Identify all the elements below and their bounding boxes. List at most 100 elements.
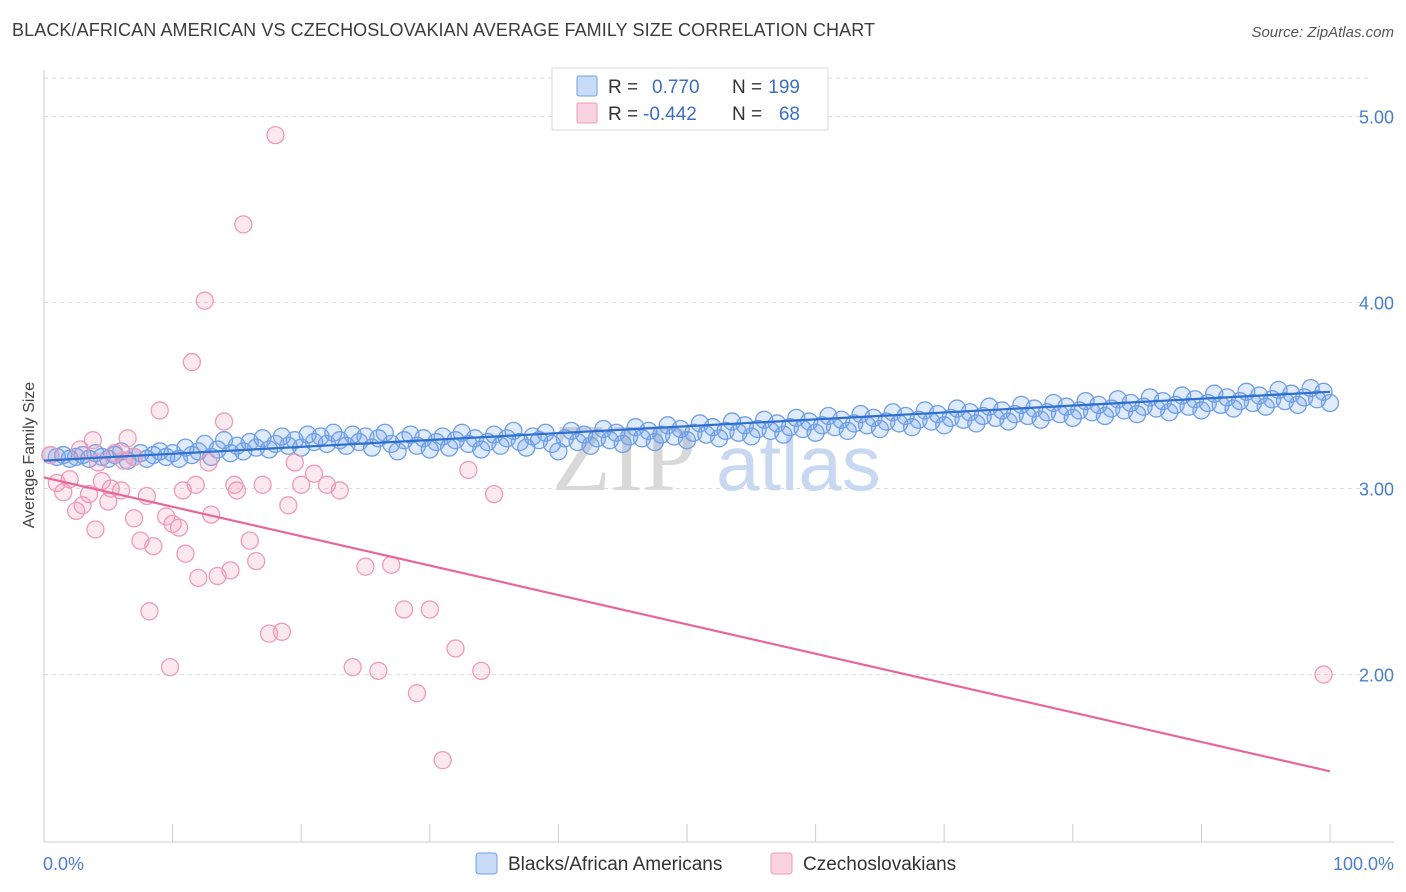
legend-swatch-pink	[576, 102, 598, 124]
point-0-67	[472, 440, 491, 459]
point-0-179	[1192, 401, 1211, 420]
point-1-30	[234, 215, 253, 234]
point-1-16	[144, 537, 163, 556]
point-1-33	[253, 475, 272, 494]
point-1-48	[407, 684, 427, 703]
point-0-109	[742, 427, 761, 446]
point-0-149	[999, 412, 1018, 431]
point-1-5	[73, 496, 92, 515]
point-1-20	[169, 518, 189, 537]
point-0-199	[1320, 393, 1340, 413]
point-1-31	[240, 531, 259, 550]
point-1-7	[86, 520, 105, 539]
point-1-63	[114, 451, 133, 470]
series-czech-points	[41, 125, 1333, 770]
legend-n-value-2: 68	[779, 104, 800, 125]
point-1-62	[83, 431, 103, 450]
point-0-54	[388, 442, 407, 461]
series-legend-swatch-pink	[770, 852, 793, 875]
axes	[43, 70, 1394, 843]
point-1-23	[189, 568, 208, 587]
watermark: ZIP atlas	[552, 404, 881, 511]
point-0-139	[935, 416, 954, 435]
legend-swatch-blue	[576, 75, 598, 97]
y-tick-label-1: 3.00	[1359, 480, 1394, 500]
point-1-51	[446, 639, 465, 658]
point-0-169	[1127, 404, 1147, 424]
point-0-44	[324, 423, 343, 442]
point-0-129	[870, 419, 890, 439]
y-tick-labels: 2.00 3.00 4.00 5.00	[1359, 108, 1394, 686]
point-0-174	[1160, 403, 1179, 422]
point-0-52	[375, 423, 394, 442]
point-0-99	[677, 431, 697, 450]
point-0-164	[1095, 406, 1115, 426]
point-1-53	[472, 661, 491, 681]
series-legend: Blacks/African Americans Czechoslovakian…	[475, 852, 956, 875]
point-0-84	[581, 436, 600, 455]
point-1-24	[195, 291, 214, 310]
point-1-52	[459, 460, 478, 480]
point-0-134	[902, 418, 922, 437]
chart-title: BLACK/AFRICAN AMERICAN VS CZECHOSLOVAKIA…	[12, 20, 876, 40]
point-0-184	[1224, 399, 1243, 418]
point-0-89	[613, 434, 632, 454]
point-1-28	[221, 561, 240, 580]
legend-n-label-1: N =	[732, 77, 762, 98]
point-0-144	[967, 414, 986, 433]
point-1-13	[124, 509, 144, 528]
point-1-49	[420, 600, 439, 619]
series-legend-label-blue: Blacks/African Americans	[508, 854, 722, 875]
point-0-154	[1031, 410, 1050, 429]
point-1-67	[1314, 665, 1333, 684]
legend-r-label-2: R =	[608, 104, 638, 125]
point-1-58	[199, 453, 218, 472]
watermark-zip: ZIP	[552, 404, 696, 511]
series-legend-swatch-blue	[475, 852, 498, 875]
x-tick-max: 100.0%	[1333, 854, 1394, 874]
point-0-119	[806, 423, 825, 442]
point-1-37	[279, 496, 298, 515]
point-1-56	[140, 602, 159, 621]
point-0-114	[774, 425, 793, 444]
point-1-44	[356, 557, 375, 576]
gridlines	[44, 77, 1370, 676]
point-1-35	[266, 125, 285, 145]
source-credit: Source: ZipAtlas.com	[1251, 24, 1394, 41]
point-1-39	[292, 475, 311, 494]
point-0-189	[1256, 397, 1275, 416]
point-1-42	[330, 481, 349, 500]
x-tick-min: 0.0%	[43, 854, 84, 874]
legend-r-label-1: R =	[608, 77, 638, 98]
point-0-124	[838, 421, 857, 441]
legend-n-value-1: 199	[768, 77, 800, 98]
legend-n-label-2: N =	[732, 104, 762, 125]
point-1-18	[157, 507, 176, 526]
trend-line-1	[43, 476, 1331, 773]
trend-line-0	[43, 390, 1331, 462]
point-1-50	[433, 750, 452, 770]
point-1-21	[176, 544, 195, 563]
legend-r-value-2: -0.442	[643, 104, 697, 125]
point-0-94	[645, 432, 664, 452]
stats-legend: R = 0.770 N = 199 R = -0.442 N = 68	[551, 67, 829, 131]
y-axis-label: Average Family Size	[21, 382, 38, 529]
point-1-40	[304, 464, 324, 483]
point-1-47	[394, 600, 414, 619]
point-1-6	[79, 484, 99, 504]
y-tick-label-0: 2.00	[1359, 666, 1394, 686]
legend-r-value-1: 0.770	[652, 77, 700, 98]
point-0-104	[710, 429, 729, 448]
point-1-43	[343, 657, 362, 677]
point-1-45	[369, 661, 388, 681]
trend-lines	[43, 390, 1331, 773]
point-1-12	[118, 429, 137, 448]
point-0-159	[1063, 408, 1082, 428]
point-1-57	[160, 657, 180, 677]
point-1-32	[247, 551, 266, 571]
point-1-27	[214, 412, 234, 431]
point-1-22	[182, 352, 202, 372]
point-1-36	[272, 622, 292, 641]
point-1-17	[150, 401, 169, 420]
